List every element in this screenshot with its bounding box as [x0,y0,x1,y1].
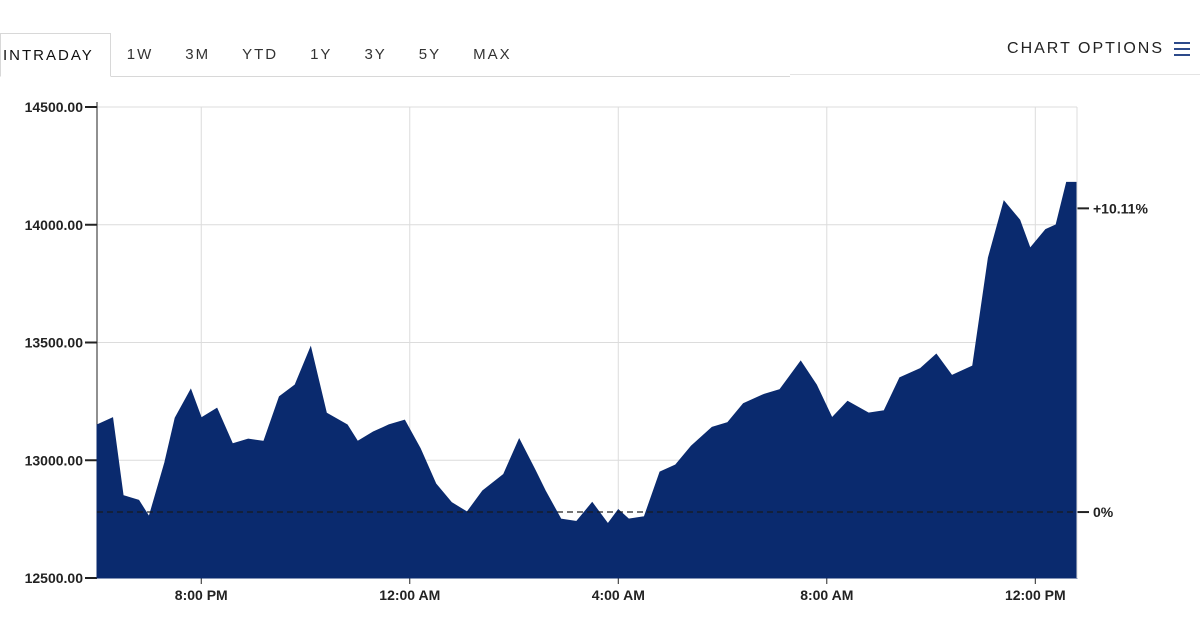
y-tick-label: 13500.00 [25,335,84,351]
menu-icon [1174,42,1190,56]
x-tick-label: 8:00 PM [175,587,228,603]
tab-max[interactable]: MAX [473,46,512,63]
tab-3m[interactable]: 3M [185,46,211,63]
baseline-label: 0% [1093,504,1114,520]
header-divider [790,74,1200,75]
chart-options-button[interactable]: CHART OPTIONS [1007,40,1190,58]
x-tick-label: 12:00 PM [1005,587,1066,603]
chart-options-label: CHART OPTIONS [1007,40,1164,57]
tab-ytd[interactable]: YTD [242,46,279,63]
last-change-label: +10.11% [1093,200,1148,216]
tab-intraday[interactable]: INTRADAY [0,33,111,77]
tab-5y[interactable]: 5Y [418,46,442,63]
timeframe-tabs: INTRADAY 1W 3M YTD 1Y 3Y 5Y MAX [0,33,790,77]
price-area-series [96,181,1078,579]
x-tick-label: 8:00 AM [800,587,853,603]
y-tick-label: 14500.00 [25,99,84,115]
y-tick-label: 13000.00 [25,452,84,468]
y-tick-label: 12500.00 [25,570,84,586]
tab-1w[interactable]: 1W [126,46,154,63]
y-tick-label: 14000.00 [25,217,84,233]
x-tick-label: 4:00 AM [592,587,645,603]
tab-1y[interactable]: 1Y [310,46,333,63]
tab-3y[interactable]: 3Y [364,46,387,63]
x-tick-label: 12:00 AM [379,587,440,603]
